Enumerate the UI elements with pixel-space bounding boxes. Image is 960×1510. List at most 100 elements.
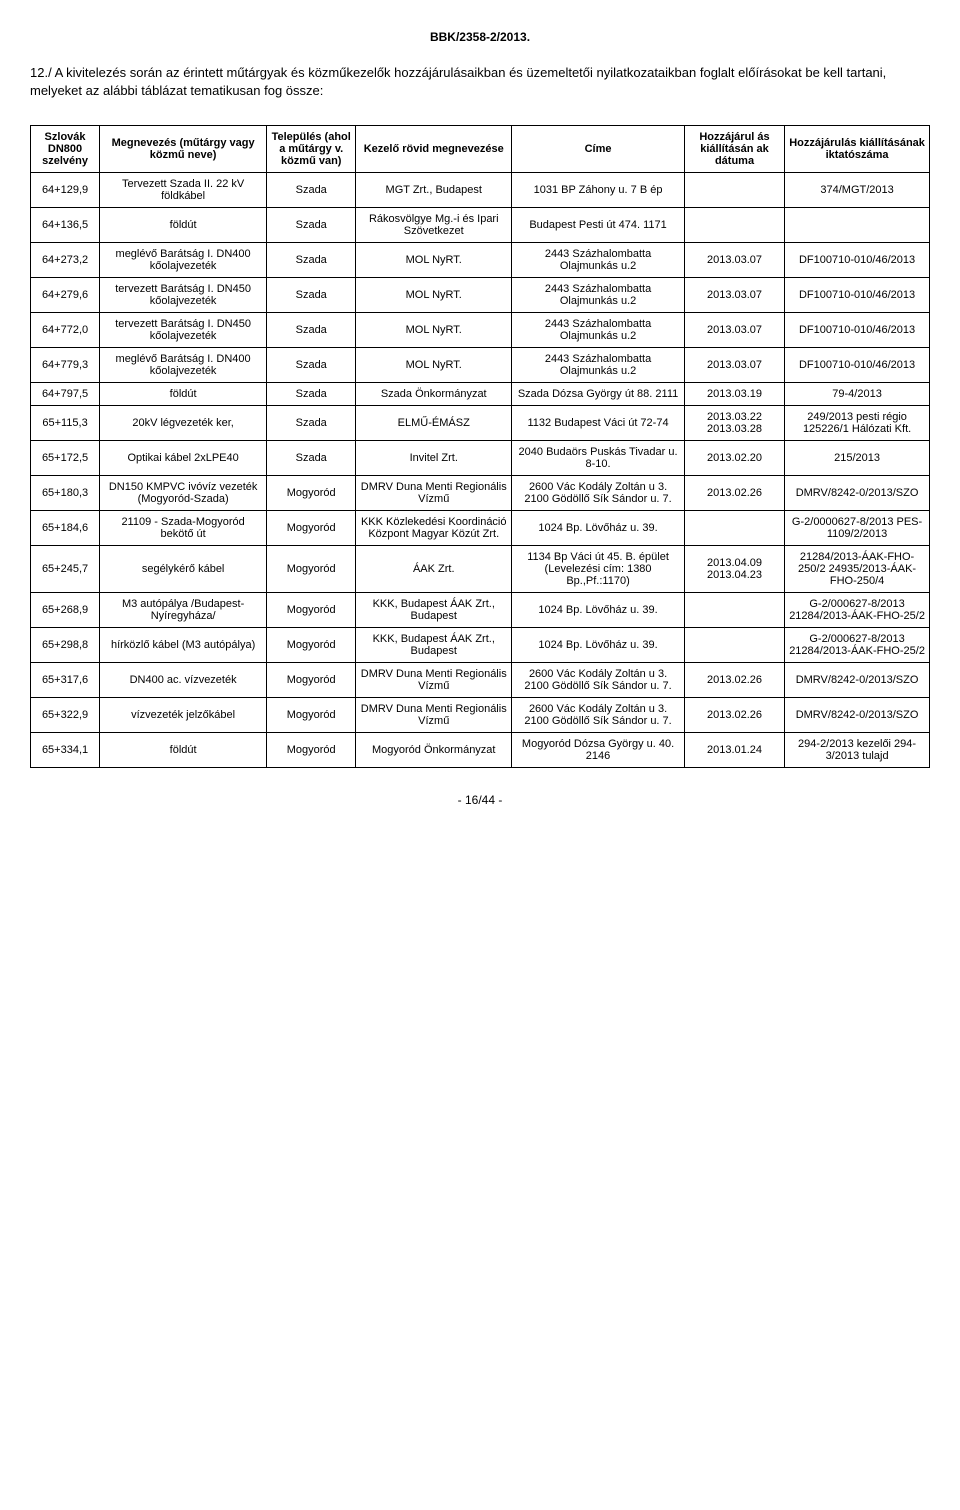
table-cell: Mogyoród Dózsa György u. 40. 2146 (512, 733, 685, 768)
table-header: Szlovák DN800 szelvény Megnevezés (műtár… (31, 126, 930, 173)
table-row: 65+334,1földútMogyoródMogyoród Önkormány… (31, 733, 930, 768)
table-cell: DF100710-010/46/2013 (785, 313, 930, 348)
table-cell: 21284/2013-ÁAK-FHO-250/2 24935/2013-ÁAK-… (785, 546, 930, 593)
table-cell: 65+298,8 (31, 628, 100, 663)
table-cell: 1132 Budapest Váci út 72-74 (512, 406, 685, 441)
table-cell: 2013.03.19 (684, 383, 784, 406)
table-cell: 21109 - Szada-Mogyoród bekötő út (100, 511, 267, 546)
table-cell: vízvezeték jelzőkábel (100, 698, 267, 733)
table-row: 65+322,9vízvezeték jelzőkábelMogyoródDMR… (31, 698, 930, 733)
table-cell: 294-2/2013 kezelői 294-3/2013 tulajd (785, 733, 930, 768)
table-cell: meglévő Barátság I. DN400 kőolajvezeték (100, 348, 267, 383)
table-row: 65+298,8hírközlő kábel (M3 autópálya)Mog… (31, 628, 930, 663)
table-cell: 2443 Százhalombatta Olajmunkás u.2 (512, 313, 685, 348)
table-cell: G-2/0000627-8/2013 PES-1109/2/2013 (785, 511, 930, 546)
table-cell: Mogyoród (267, 733, 356, 768)
table-cell: Mogyoród (267, 593, 356, 628)
table-cell: 65+268,9 (31, 593, 100, 628)
table-cell: 64+772,0 (31, 313, 100, 348)
table-cell: KKK, Budapest ÁAK Zrt., Budapest (356, 628, 512, 663)
document-header: BBK/2358-2/2013. (30, 30, 930, 44)
table-cell: 2013.02.26 (684, 476, 784, 511)
table-cell: 2013.01.24 (684, 733, 784, 768)
table-cell: 65+317,6 (31, 663, 100, 698)
table-cell: 64+129,9 (31, 173, 100, 208)
table-cell: Szada (267, 383, 356, 406)
col-header: Kezelő rövid megnevezése (356, 126, 512, 173)
table-row: 65+172,5Optikai kábel 2xLPE40SzadaInvite… (31, 441, 930, 476)
table-cell: Szada (267, 348, 356, 383)
col-header: Címe (512, 126, 685, 173)
table-cell: Mogyoród Önkormányzat (356, 733, 512, 768)
table-cell: 2013.02.20 (684, 441, 784, 476)
table-row: 65+245,7segélykérő kábelMogyoródÁAK Zrt.… (31, 546, 930, 593)
table-cell: MGT Zrt., Budapest (356, 173, 512, 208)
table-cell: DF100710-010/46/2013 (785, 278, 930, 313)
table-body: 64+129,9Tervezett Szada II. 22 kV földká… (31, 173, 930, 768)
table-cell: 79-4/2013 (785, 383, 930, 406)
table-row: 65+268,9M3 autópálya /Budapest-Nyíregyhá… (31, 593, 930, 628)
table-cell: hírközlő kábel (M3 autópálya) (100, 628, 267, 663)
table-cell: segélykérő kábel (100, 546, 267, 593)
table-cell: Rákosvölgye Mg.-i és Ipari Szövetkezet (356, 208, 512, 243)
table-cell: 2013.03.07 (684, 278, 784, 313)
page-footer: - 16/44 - (30, 793, 930, 807)
table-row: 65+115,320kV légvezeték ker,SzadaELMŰ-ÉM… (31, 406, 930, 441)
table-cell: 65+172,5 (31, 441, 100, 476)
table-cell: KKK Közlekedési Koordináció Központ Magy… (356, 511, 512, 546)
table-cell: Szada (267, 313, 356, 348)
table-cell: meglévő Barátság I. DN400 kőolajvezeték (100, 243, 267, 278)
table-cell: G-2/000627-8/2013 21284/2013-ÁAK-FHO-25/… (785, 628, 930, 663)
table-row: 64+779,3meglévő Barátság I. DN400 kőolaj… (31, 348, 930, 383)
table-cell: 2443 Százhalombatta Olajmunkás u.2 (512, 348, 685, 383)
table-cell: MOL NyRT. (356, 243, 512, 278)
table-cell: ELMŰ-ÉMÁSZ (356, 406, 512, 441)
table-cell: Szada Dózsa György út 88. 2111 (512, 383, 685, 406)
table-cell: Szada (267, 406, 356, 441)
table-cell: 65+322,9 (31, 698, 100, 733)
table-cell: 2013.04.09 2013.04.23 (684, 546, 784, 593)
table-row: 64+273,2meglévő Barátság I. DN400 kőolaj… (31, 243, 930, 278)
table-row: 64+129,9Tervezett Szada II. 22 kV földká… (31, 173, 930, 208)
table-cell: 2013.02.26 (684, 698, 784, 733)
table-cell: MOL NyRT. (356, 278, 512, 313)
table-cell: Szada (267, 278, 356, 313)
table-cell: földút (100, 383, 267, 406)
table-cell: 65+115,3 (31, 406, 100, 441)
table-cell: Szada (267, 243, 356, 278)
table-cell: 64+273,2 (31, 243, 100, 278)
table-cell: DF100710-010/46/2013 (785, 348, 930, 383)
table-row: 64+797,5földútSzadaSzada ÖnkormányzatSza… (31, 383, 930, 406)
table-cell: 20kV légvezeték ker, (100, 406, 267, 441)
table-cell: DMRV Duna Menti Regionális Vízmű (356, 476, 512, 511)
table-cell: tervezett Barátság I. DN450 kőolajvezeté… (100, 313, 267, 348)
table-cell: DMRV/8242-0/2013/SZO (785, 698, 930, 733)
table-cell: földút (100, 733, 267, 768)
table-cell: DMRV Duna Menti Regionális Vízmű (356, 663, 512, 698)
table-cell: 215/2013 (785, 441, 930, 476)
table-cell: ÁAK Zrt. (356, 546, 512, 593)
table-cell: Mogyoród (267, 628, 356, 663)
table-cell: 374/MGT/2013 (785, 173, 930, 208)
table-cell: 2013.03.07 (684, 243, 784, 278)
table-cell: MOL NyRT. (356, 348, 512, 383)
table-cell: DMRV/8242-0/2013/SZO (785, 476, 930, 511)
table-cell: 65+180,3 (31, 476, 100, 511)
table-cell: 2013.03.22 2013.03.28 (684, 406, 784, 441)
table-row: 64+136,5földútSzadaRákosvölgye Mg.-i és … (31, 208, 930, 243)
table-cell: 249/2013 pesti régio 125226/1 Hálózati K… (785, 406, 930, 441)
col-header: Szlovák DN800 szelvény (31, 126, 100, 173)
table-cell: 2013.03.07 (684, 313, 784, 348)
table-cell: MOL NyRT. (356, 313, 512, 348)
data-table: Szlovák DN800 szelvény Megnevezés (műtár… (30, 125, 930, 768)
table-row: 64+279,6tervezett Barátság I. DN450 kőol… (31, 278, 930, 313)
table-cell (785, 208, 930, 243)
table-cell: tervezett Barátság I. DN450 kőolajvezeté… (100, 278, 267, 313)
table-cell: 2600 Vác Kodály Zoltán u 3. 2100 Gödöllő… (512, 663, 685, 698)
table-cell: G-2/000627-8/2013 21284/2013-ÁAK-FHO-25/… (785, 593, 930, 628)
table-cell (684, 173, 784, 208)
table-cell: DN150 KMPVC ivóvíz vezeték (Mogyoród-Sza… (100, 476, 267, 511)
table-cell: Tervezett Szada II. 22 kV földkábel (100, 173, 267, 208)
table-cell: DF100710-010/46/2013 (785, 243, 930, 278)
table-cell: 1024 Bp. Lövőház u. 39. (512, 593, 685, 628)
